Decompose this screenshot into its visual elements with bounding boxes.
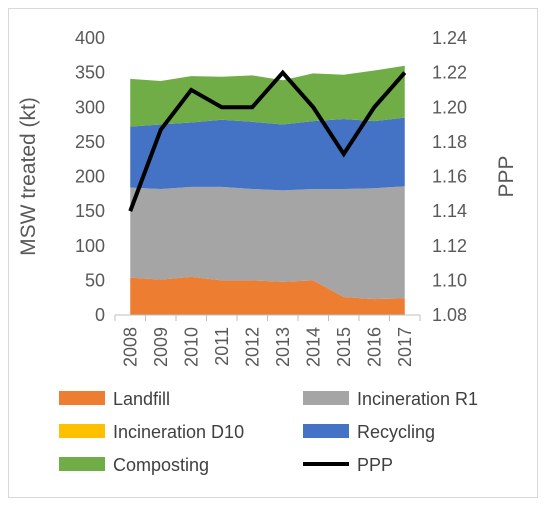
- x-tick-label: 2017: [395, 327, 415, 367]
- right-tick-label: 1.10: [432, 270, 467, 290]
- right-tick-label: 1.08: [432, 305, 467, 325]
- legend-swatch-incineration-r1: [303, 391, 349, 405]
- msw-chart: 0 50 100 150 200 250 300 350 400 1.08 1.10 1.12 1.1…: [17, 28, 518, 475]
- x-tick-label: 2009: [151, 327, 171, 367]
- x-tick-label: 2016: [364, 327, 384, 367]
- legend-swatch-landfill: [59, 391, 105, 405]
- left-tick-label: 50: [85, 270, 105, 290]
- left-tick-label: 300: [75, 97, 105, 117]
- left-tick-label: 200: [75, 167, 105, 187]
- x-axis-ticks: 2008 2009 2010 2011 2012 2013 2014 2015 2016 2017: [120, 327, 415, 367]
- legend-swatch-composting: [59, 457, 105, 471]
- left-tick-label: 400: [75, 28, 105, 48]
- legend-label-ppp: PPP: [357, 455, 393, 475]
- left-tick-label: 150: [75, 201, 105, 221]
- legend-label-composting: Composting: [113, 455, 209, 475]
- line-layer: [128, 69, 407, 212]
- area-landfill: [130, 276, 405, 315]
- area-incineration-r1: [130, 186, 405, 300]
- right-tick-label: 1.18: [432, 132, 467, 152]
- legend-label-landfill: Landfill: [113, 389, 170, 409]
- right-tick-label: 1.16: [432, 167, 467, 187]
- area-composting: [130, 65, 405, 127]
- left-tick-label: 0: [95, 305, 105, 325]
- x-tick-label: 2011: [212, 327, 232, 366]
- x-tick-label: 2010: [181, 327, 201, 367]
- axes-layer: [114, 314, 421, 321]
- x-tick-label: 2012: [242, 327, 262, 367]
- right-tick-label: 1.22: [432, 63, 467, 83]
- right-axis-ticks: 1.08 1.10 1.12 1.14 1.16 1.18 1.20 1.22 1.24: [432, 28, 467, 325]
- left-tick-label: 100: [75, 236, 105, 256]
- left-tick-label: 250: [75, 132, 105, 152]
- right-tick-label: 1.20: [432, 97, 467, 117]
- area-layer: [130, 65, 405, 315]
- right-tick-label: 1.24: [432, 28, 467, 48]
- area-recycling: [130, 117, 405, 191]
- legend-label-recycling: Recycling: [357, 422, 435, 442]
- line-ppp: [128, 69, 407, 212]
- legend-label-incineration-r1: Incineration R1: [357, 389, 478, 409]
- left-axis-title: MSW treated (kt): [17, 97, 40, 256]
- legend-swatch-recycling: [303, 424, 349, 438]
- chart-frame: 0 50 100 150 200 250 300 350 400 1.08 1.10 1.12 1.1…: [8, 8, 538, 498]
- legend: Landfill Incineration R1 Incineration D10 R…: [59, 389, 478, 475]
- right-tick-label: 1.12: [432, 236, 467, 256]
- right-axis-title: PPP: [495, 155, 518, 197]
- left-tick-label: 350: [75, 63, 105, 83]
- left-axis-ticks: 0 50 100 150 200 250 300 350 400: [75, 28, 105, 325]
- right-tick-label: 1.14: [432, 201, 467, 221]
- x-tick-label: 2015: [334, 327, 354, 367]
- x-tick-label: 2014: [303, 327, 323, 367]
- x-tick-label: 2008: [120, 327, 140, 367]
- legend-swatch-incineration-d10: [59, 424, 105, 438]
- x-tick-label: 2013: [273, 327, 293, 367]
- legend-label-incineration-d10: Incineration D10: [113, 422, 244, 442]
